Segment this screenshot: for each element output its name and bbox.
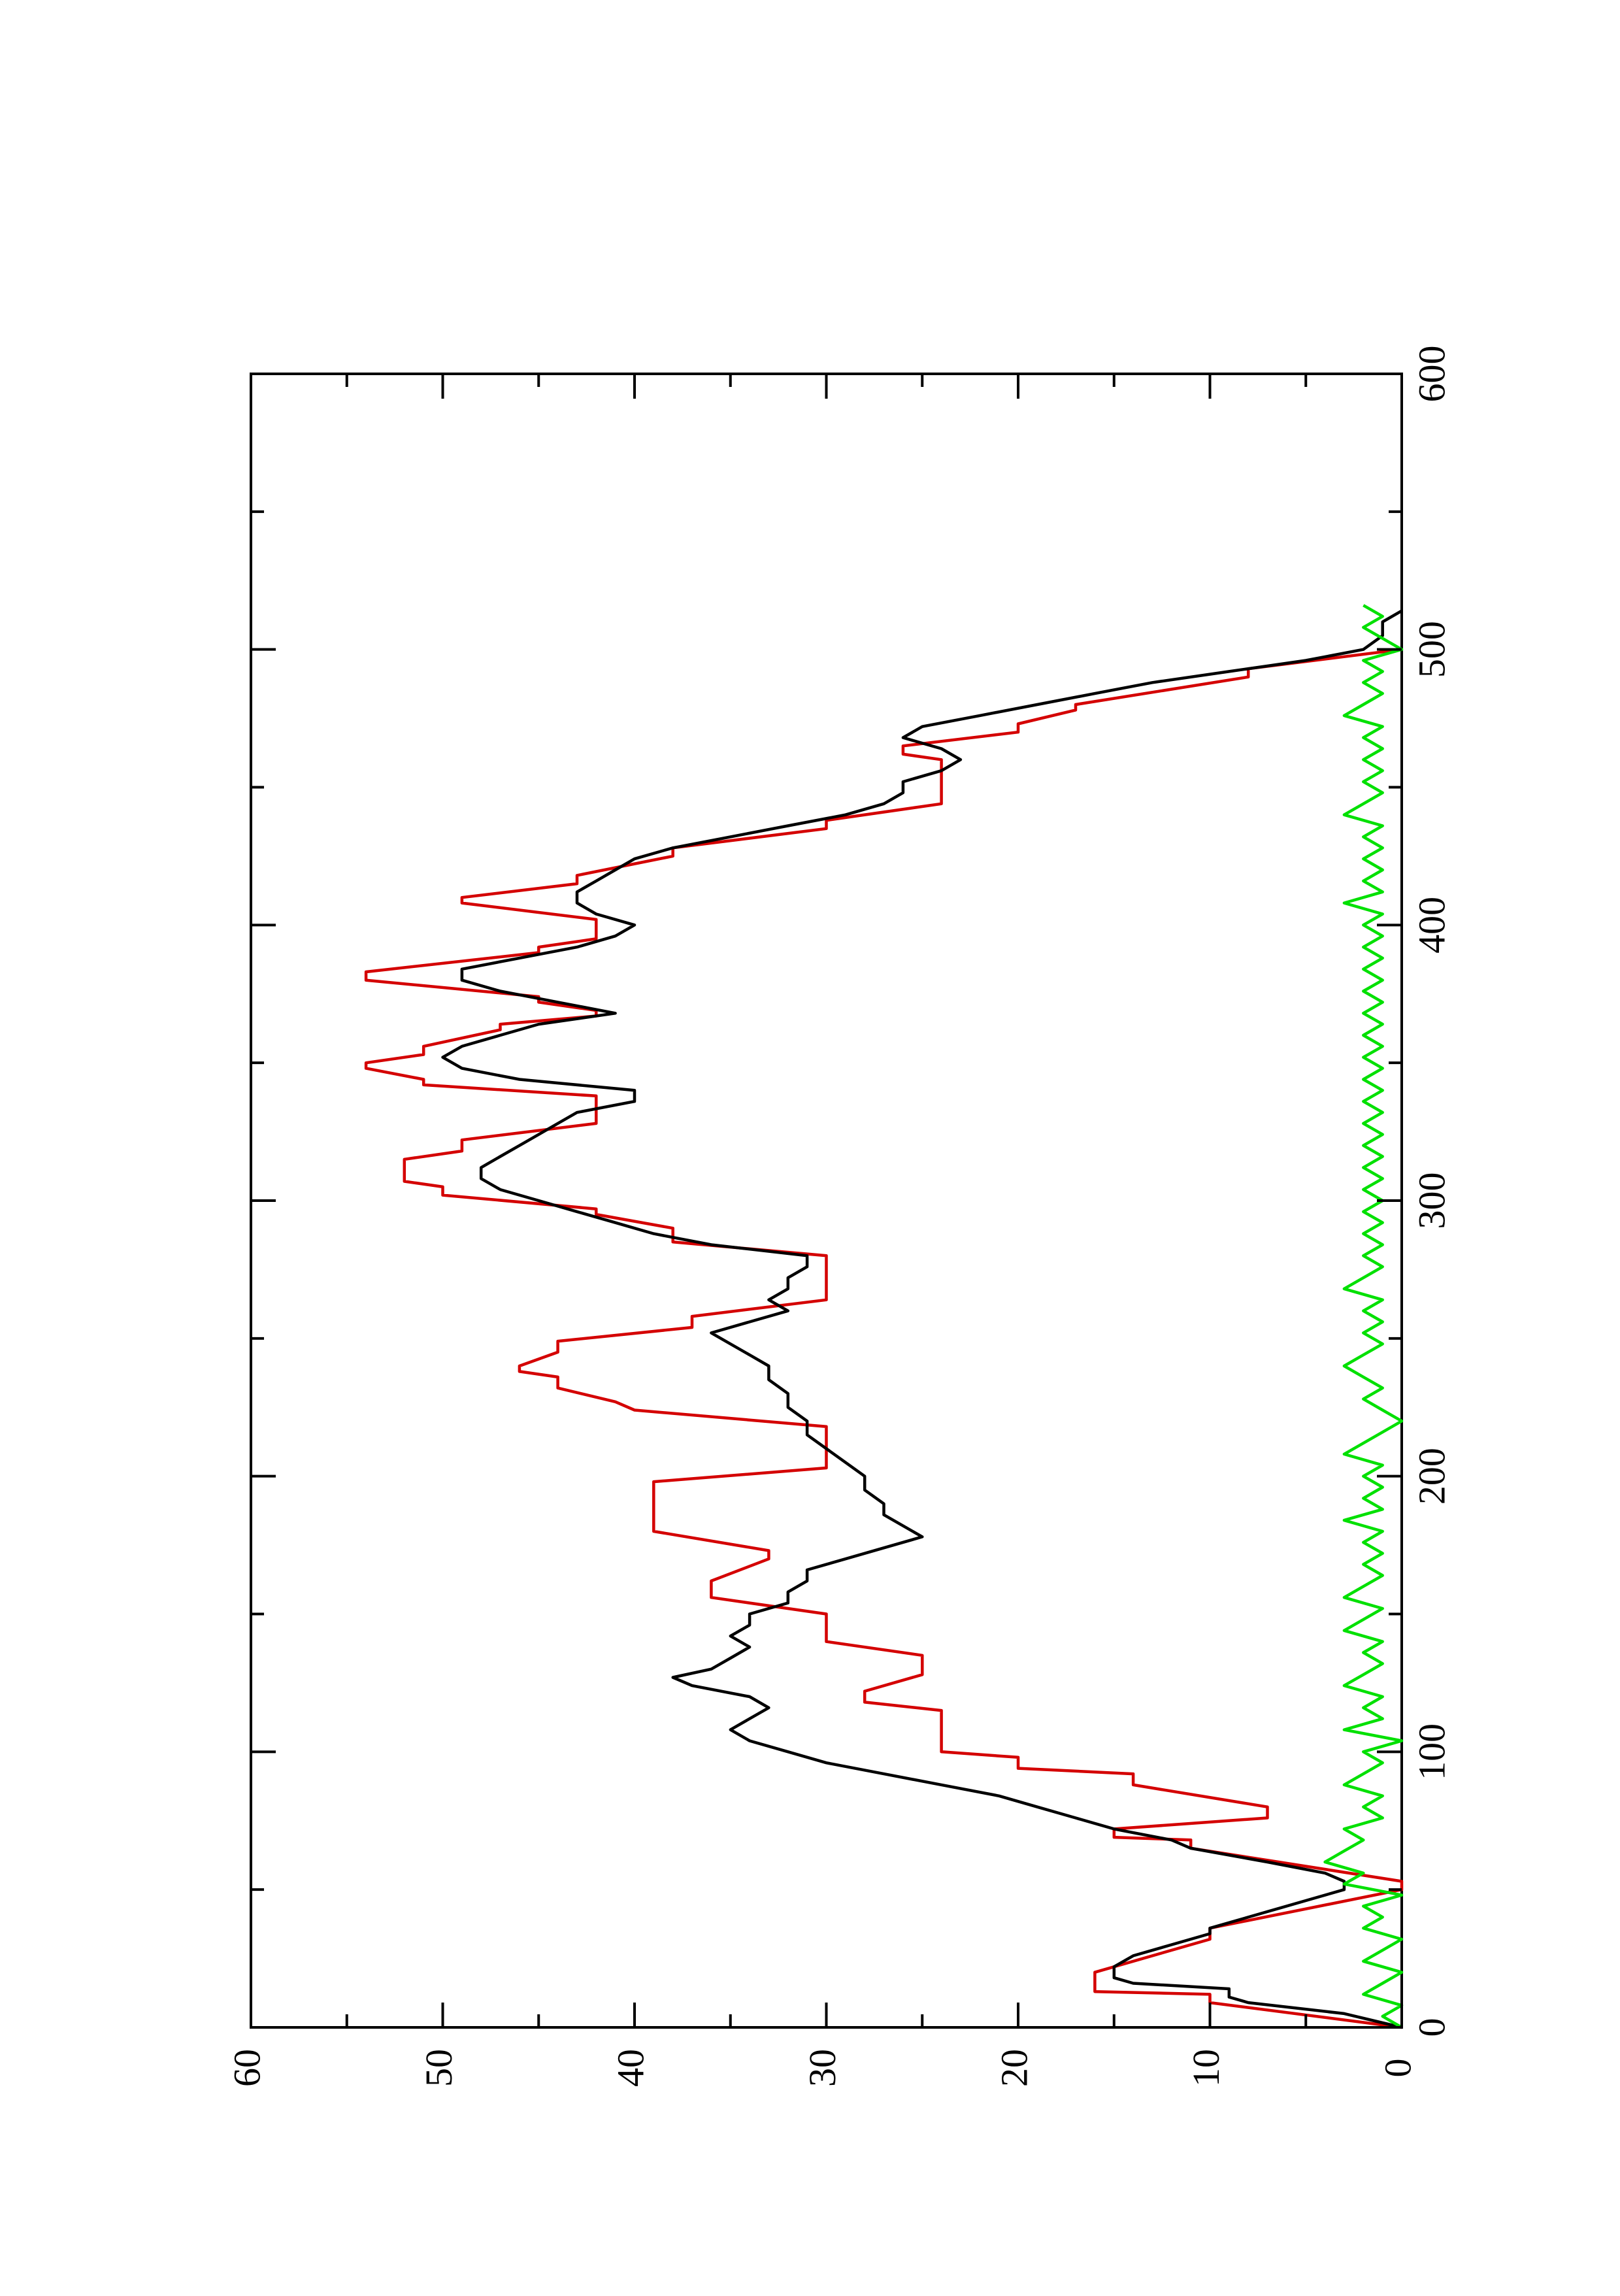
- x-tick-label: 0: [1410, 2018, 1453, 2037]
- y-tick-label: 0: [1376, 2059, 1419, 2078]
- plot-frame: [250, 373, 1403, 2029]
- x-tick-label: 200: [1410, 1448, 1453, 1505]
- y-tick-label: 50: [418, 2049, 460, 2087]
- series-line-1: [364, 648, 1404, 2029]
- series-line-3: [1323, 604, 1404, 2029]
- x-tick-label: 600: [1410, 346, 1453, 403]
- x-tick-label: 300: [1410, 1173, 1453, 1229]
- y-tick-label: 60: [225, 2049, 268, 2087]
- y-tick-label: 30: [801, 2049, 844, 2087]
- y-tick-label: 20: [993, 2049, 1035, 2087]
- x-tick-label: 400: [1410, 897, 1453, 954]
- series-line-2: [441, 609, 1403, 2029]
- y-tick-label: 40: [609, 2049, 652, 2087]
- x-tick-label: 500: [1410, 621, 1453, 678]
- y-tick-label: 10: [1185, 2049, 1227, 2087]
- x-tick-label: 100: [1410, 1723, 1453, 1780]
